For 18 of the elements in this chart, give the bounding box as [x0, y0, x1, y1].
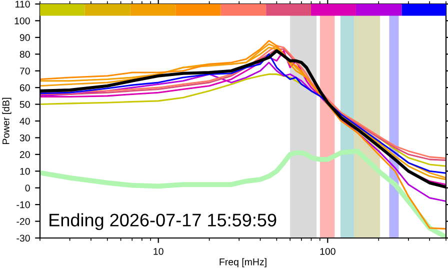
annotation: Ending 2026-07-17 15:59:59: [50, 213, 276, 230]
y-tick-label: -20: [16, 218, 30, 225]
y-tick-label: 60: [20, 84, 30, 92]
y-tick-label: 70: [20, 68, 30, 74]
y-tick-label: 90: [20, 34, 30, 42]
y-axis-title: Power [dB]: [2, 98, 12, 144]
y-tick-label: 110: [16, 0, 30, 8]
y-tick-label: 10: [20, 168, 30, 175]
y-tick-label: -10: [16, 201, 30, 208]
y-tick-label: -30: [16, 234, 30, 242]
y-tick-label: 40: [20, 118, 30, 125]
y-tick-label: 30: [20, 134, 30, 142]
y-tick-label: 0: [25, 184, 30, 192]
y-tick-label: 80: [20, 50, 30, 58]
y-tick-label: 100: [14, 17, 30, 24]
y-tick-label: 50: [20, 101, 30, 108]
x-axis-title: Freq [mHz]: [220, 258, 266, 268]
y-tick-label: 20: [20, 151, 30, 158]
